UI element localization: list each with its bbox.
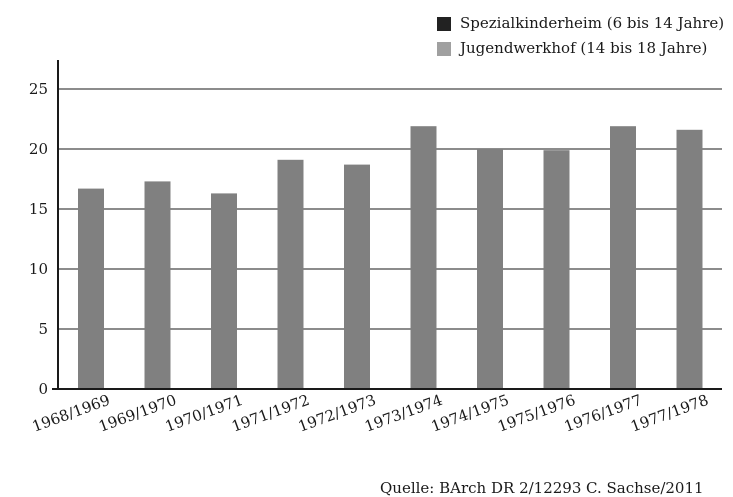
y-tick-label: 25 — [29, 80, 48, 98]
y-tick-label: 5 — [38, 320, 48, 338]
bar — [543, 150, 570, 389]
legend: Spezialkinderheim (6 bis 14 Jahre) Jugen… — [437, 11, 724, 61]
y-tick-label: 10 — [29, 260, 48, 278]
bar — [211, 193, 237, 389]
bar — [344, 164, 370, 389]
bar — [277, 159, 304, 389]
bar — [477, 149, 503, 389]
x-tick-labels: 1968/19691969/19701970/19711971/19721972… — [30, 391, 711, 436]
author-note: C. Sachse/2011 — [586, 479, 704, 497]
legend-label: Jugendwerkhof (14 bis 18 Jahre) — [460, 39, 708, 57]
source-note: Quelle: BArch DR 2/12293 — [380, 479, 582, 497]
legend-swatch-black — [437, 16, 451, 31]
legend-item-jugendwerkhof: Jugendwerkhof (14 bis 18 Jahre) — [437, 36, 724, 61]
y-tick-labels: 0 5 10 15 20 25 — [29, 80, 48, 398]
bar — [676, 129, 703, 390]
bar — [610, 126, 636, 389]
y-tick-label: 15 — [29, 200, 48, 218]
axes — [52, 60, 722, 390]
bar — [410, 126, 437, 389]
y-tick-label: 20 — [29, 140, 48, 158]
legend-item-spezialkinderheim: Spezialkinderheim (6 bis 14 Jahre) — [437, 11, 724, 36]
bar — [144, 181, 171, 389]
bars — [78, 126, 703, 390]
bar — [78, 188, 104, 389]
y-tick-label: 0 — [38, 380, 48, 398]
legend-swatch-gray — [437, 41, 451, 56]
legend-label: Spezialkinderheim (6 bis 14 Jahre) — [460, 14, 725, 32]
